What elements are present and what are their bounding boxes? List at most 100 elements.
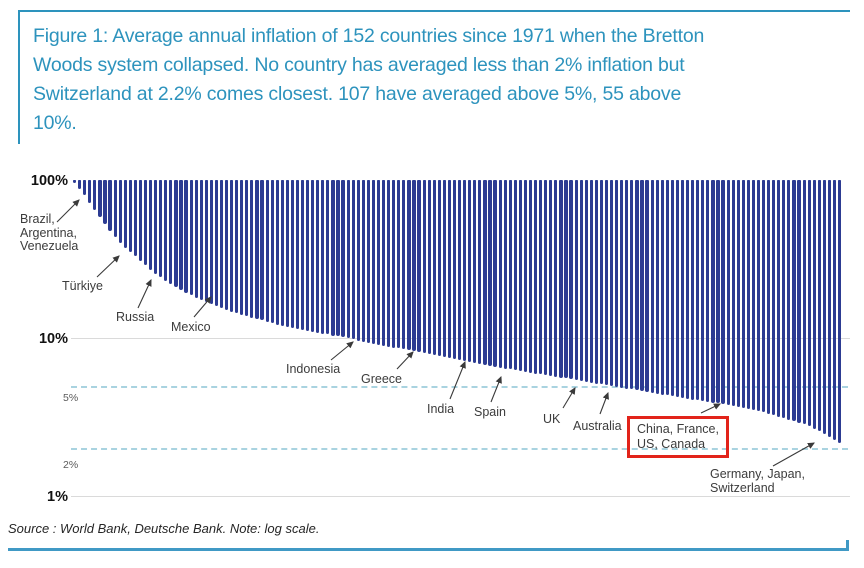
bar-country-95 [549,180,553,376]
annotation-arrow-india [449,360,466,400]
bar-country-72 [432,180,436,356]
bar-country-16 [148,180,153,271]
figure-caption-line-2: Woods system collapsed. No country has a… [33,54,685,76]
bar-country-8 [108,180,112,231]
bar-country-56 [351,180,355,340]
bar-country-136 [756,180,761,412]
bar-country-147 [812,180,816,429]
y-tick-100-percent: 100% [30,173,68,189]
bar-country-44 [290,180,295,328]
bar-country-3 [83,180,87,196]
bar-country-40 [270,180,274,324]
annotation-text: UK [543,412,561,426]
annotation-label-indonesia: Indonesia [286,362,341,377]
bar-country-88 [513,180,517,371]
bar-country-87 [508,180,512,370]
bar-country-125 [701,180,705,402]
bar-country-90 [523,180,528,372]
bar-country-141 [782,180,786,419]
annotation-arrow-indonesia [330,341,354,361]
bar-country-7 [103,180,107,225]
bar-country-55 [346,180,350,339]
bar-country-128 [716,180,720,404]
bar-country-83 [488,180,492,366]
bar-country-107 [609,180,614,386]
annotation-text: Australia [573,419,622,433]
annotation-text: Venezuela [20,239,79,253]
bar-country-101 [579,180,583,381]
bar-country-45 [295,180,300,329]
bar-country-30 [219,180,224,309]
bar-country-102 [584,180,588,382]
bar-country-1 [73,180,77,183]
bar-country-32 [230,180,234,312]
annotation-label-brazil-argentina-venezuela: Brazil, Argentina, Venezuela [20,212,79,254]
bar-country-35 [245,180,249,317]
bar-country-71 [427,180,431,355]
annotation-text: Indonesia [286,362,341,376]
bar-country-24 [189,180,193,296]
bar-country-75 [447,180,452,359]
annotation-text: India [427,402,455,416]
bar-country-74 [442,180,446,358]
bar-country-20 [169,180,173,285]
bar-country-52 [331,180,335,336]
y-tick-5-percent: 5% [63,392,79,404]
bar-country-5 [93,180,97,211]
bar-country-110 [625,180,629,389]
bar-country-145 [802,180,806,425]
bar-country-149 [822,180,826,434]
bar-country-23 [184,180,188,293]
bar-country-41 [275,180,279,325]
bar-country-19 [164,180,168,281]
bar-country-78 [463,180,467,362]
bar-country-65 [397,180,401,349]
bar-country-135 [751,180,756,410]
bar-country-80 [473,180,477,364]
annotation-text: China, France, [637,422,719,436]
bar-country-31 [224,180,229,311]
annotation-text: Argentina, [20,225,77,240]
bar-country-14 [138,180,143,261]
bar-country-64 [392,180,396,348]
bar-country-104 [594,180,598,384]
annotation-arrow-spain [490,375,502,403]
bar-country-61 [376,180,381,345]
bar-country-49 [316,180,320,333]
annotation-text: Switzerland [710,480,775,495]
annotation-text: Spain [474,405,506,419]
bar-country-126 [706,180,710,402]
bar-country-109 [620,180,624,388]
bar-country-50 [321,180,325,334]
bar-country-12 [128,180,132,252]
bar-country-4 [88,180,92,203]
figure-caption-box: Figure 1: Average annual inflation of 15… [18,10,850,144]
bar-country-92 [534,180,538,374]
bar-country-46 [300,180,305,331]
bar-country-81 [478,180,482,365]
bar-country-57 [356,180,360,341]
bar-country-29 [214,180,219,307]
bar-country-28 [209,180,213,305]
dashed-line-2-percent [71,448,848,450]
bar-country-138 [767,180,771,414]
bar-country-123 [691,180,695,400]
bar-country-115 [650,180,654,393]
annotation-label-russia: Russia [116,310,154,325]
bar-country-42 [280,180,284,326]
bar-country-68 [412,180,416,352]
annotation-text: Mexico [171,320,211,334]
figure-caption-line-3: Switzerland at 2.2% comes closest. 107 h… [33,83,682,105]
bar-country-113 [640,180,644,392]
bar-country-85 [498,180,502,368]
source-note: Source : World Bank, Deutsche Bank. Note… [8,521,320,536]
annotation-arrow-russia [137,279,152,309]
annotation-text: US, Canada [637,437,706,451]
bar-country-152 [837,180,842,443]
bar-country-139 [772,180,776,415]
bar-country-58 [361,180,365,342]
bar-country-9 [113,180,117,237]
bar-country-11 [123,180,127,248]
bar-country-142 [787,180,791,420]
bar-country-150 [827,180,832,437]
